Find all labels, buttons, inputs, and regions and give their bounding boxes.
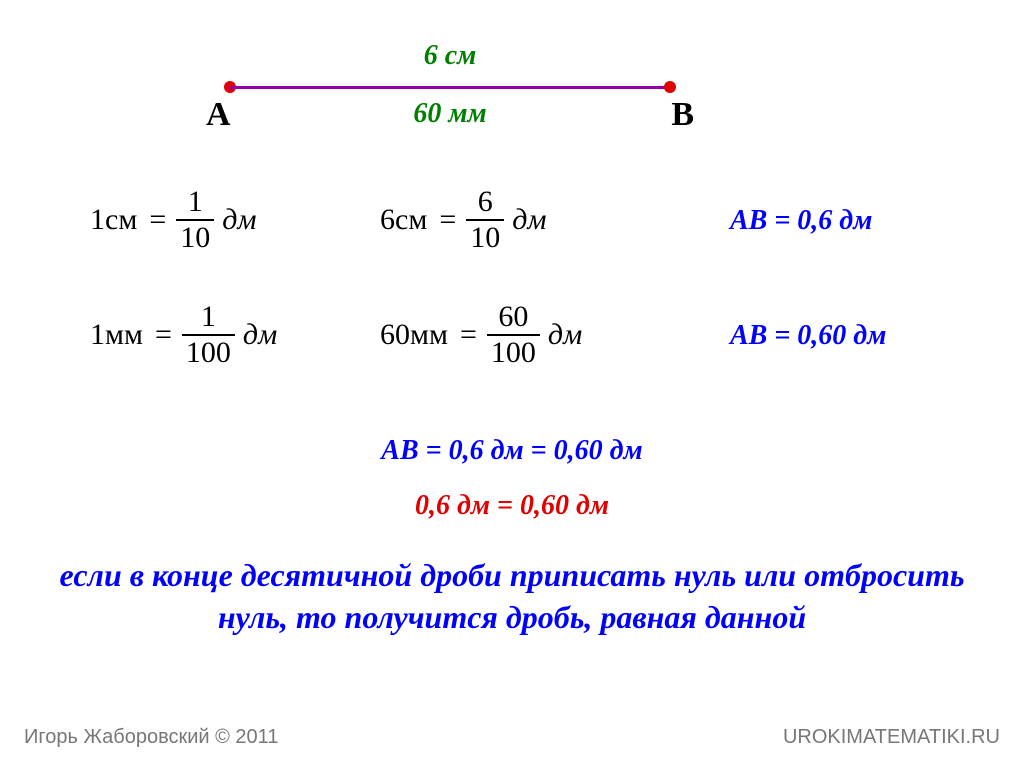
endpoint-b [664, 81, 676, 93]
lhs: 60мм [380, 318, 448, 352]
numerator: 1 [184, 185, 207, 219]
formula-row-1: 1см = 1 10 дм 6см = 6 10 дм [90, 185, 640, 255]
unit: дм [512, 203, 546, 237]
segment-length-cm: 6 см [200, 40, 700, 72]
formula-6cm: 6см = 6 10 дм [380, 185, 640, 255]
unit: дм [222, 203, 256, 237]
equals-sign: = [460, 318, 477, 352]
fraction: 1 10 [176, 185, 214, 255]
numerator: 1 [197, 300, 220, 334]
denominator: 100 [182, 334, 235, 370]
point-label-b: В [671, 96, 694, 134]
line-segment-diagram: 6 см 60 мм А В [200, 40, 700, 130]
rule-statement: если в конце десятичной дроби приписать … [40, 555, 984, 638]
lhs: 1мм [90, 318, 143, 352]
segment-body [230, 86, 670, 89]
result-ab-combined: АВ = 0,6 дм = 0,60 дм [0, 435, 1024, 467]
equals-sign: = [149, 203, 166, 237]
unit: дм [548, 318, 582, 352]
site-credit: UROKIMATEMATIKI.RU [783, 726, 1000, 749]
denominator: 100 [487, 334, 540, 370]
numerator: 6 [474, 185, 497, 219]
result-red: 0,6 дм = 0,60 дм [0, 490, 1024, 522]
formula-60mm: 60мм = 60 100 дм [380, 300, 640, 370]
fraction: 60 100 [487, 300, 540, 370]
fraction: 1 100 [182, 300, 235, 370]
formula-1mm: 1мм = 1 100 дм [90, 300, 320, 370]
result-ab-1: АВ = 0,6 дм [730, 205, 872, 237]
formula-row-2: 1мм = 1 100 дм 60мм = 60 100 дм [90, 300, 640, 370]
segment-line [200, 78, 700, 96]
point-label-a: А [206, 96, 231, 134]
denominator: 10 [466, 219, 504, 255]
formula-1cm: 1см = 1 10 дм [90, 185, 320, 255]
result-ab-2: АВ = 0,60 дм [730, 320, 886, 352]
equals-sign: = [155, 318, 172, 352]
author-credit: Игорь Жаборовский © 2011 [24, 726, 278, 749]
unit: дм [243, 318, 277, 352]
numerator: 60 [494, 300, 532, 334]
segment-length-mm: 60 мм [200, 98, 700, 130]
lhs: 6см [380, 203, 427, 237]
equals-sign: = [439, 203, 456, 237]
lhs: 1см [90, 203, 137, 237]
denominator: 10 [176, 219, 214, 255]
fraction: 6 10 [466, 185, 504, 255]
